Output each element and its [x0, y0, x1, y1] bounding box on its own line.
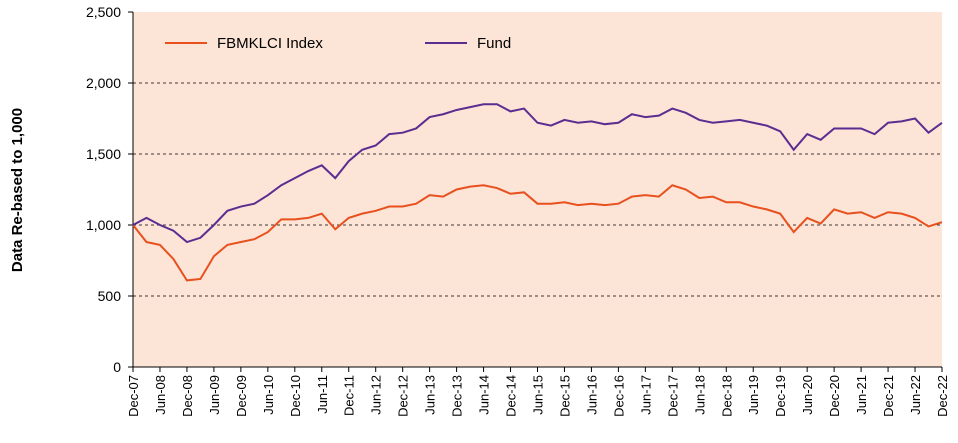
- x-tick-label: Dec-12: [396, 375, 411, 417]
- x-tick-label: Dec-08: [180, 375, 195, 417]
- legend-label: Fund: [477, 35, 511, 52]
- x-tick-label: Jun-08: [153, 375, 168, 415]
- y-axis-label: Data Re-based to 1,000: [9, 108, 26, 272]
- x-tick-label: Jun-18: [692, 375, 707, 415]
- x-tick-label: Jun-22: [908, 375, 923, 415]
- x-tick-label: Jun-10: [261, 375, 276, 415]
- y-tick-label: 2,000: [86, 75, 121, 91]
- x-tick-label: Dec-15: [557, 375, 572, 417]
- y-tick-label: 500: [98, 288, 122, 304]
- x-tick-label: Dec-17: [665, 375, 680, 417]
- x-tick-label: Jun-20: [800, 375, 815, 415]
- plot-background: [133, 12, 942, 367]
- line-series: [132, 103, 943, 244]
- x-tick-label: Dec-18: [719, 375, 734, 417]
- x-tick-label: Jun-09: [207, 375, 222, 415]
- x-tick-label: Jun-17: [638, 375, 653, 415]
- x-tick-label: Jun-21: [854, 375, 869, 415]
- x-tick-label: Dec-14: [504, 375, 519, 417]
- x-tick-label: Jun-13: [423, 375, 438, 415]
- x-tick-label: Dec-22: [935, 375, 950, 417]
- x-tick-label: Dec-19: [773, 375, 788, 417]
- x-tick-label: Jun-19: [746, 375, 761, 415]
- y-tick-label: 0: [113, 359, 121, 375]
- y-tick-label: 1,000: [86, 217, 121, 233]
- x-tick-label: Jun-12: [369, 375, 384, 415]
- line-series: [132, 184, 943, 282]
- x-tick-label: Dec-20: [827, 375, 842, 417]
- x-tick-label: Jun-14: [477, 375, 492, 415]
- y-tick-label: 2,500: [86, 4, 121, 20]
- y-tick-label: 1,500: [86, 146, 121, 162]
- x-tick-label: Dec-11: [342, 375, 357, 416]
- x-tick-label: Dec-13: [450, 375, 465, 417]
- legend-label: FBMKLCI Index: [217, 35, 323, 52]
- x-tick-label: Jun-16: [584, 375, 599, 415]
- x-tick-label: Dec-16: [611, 375, 626, 417]
- x-tick-label: Dec-21: [881, 375, 896, 417]
- x-tick-label: Jun-15: [531, 375, 546, 415]
- x-tick-label: Dec-07: [126, 375, 141, 417]
- x-tick-label: Dec-10: [288, 375, 303, 417]
- x-tick-label: Dec-09: [234, 375, 249, 417]
- x-tick-label: Jun-11: [315, 375, 330, 414]
